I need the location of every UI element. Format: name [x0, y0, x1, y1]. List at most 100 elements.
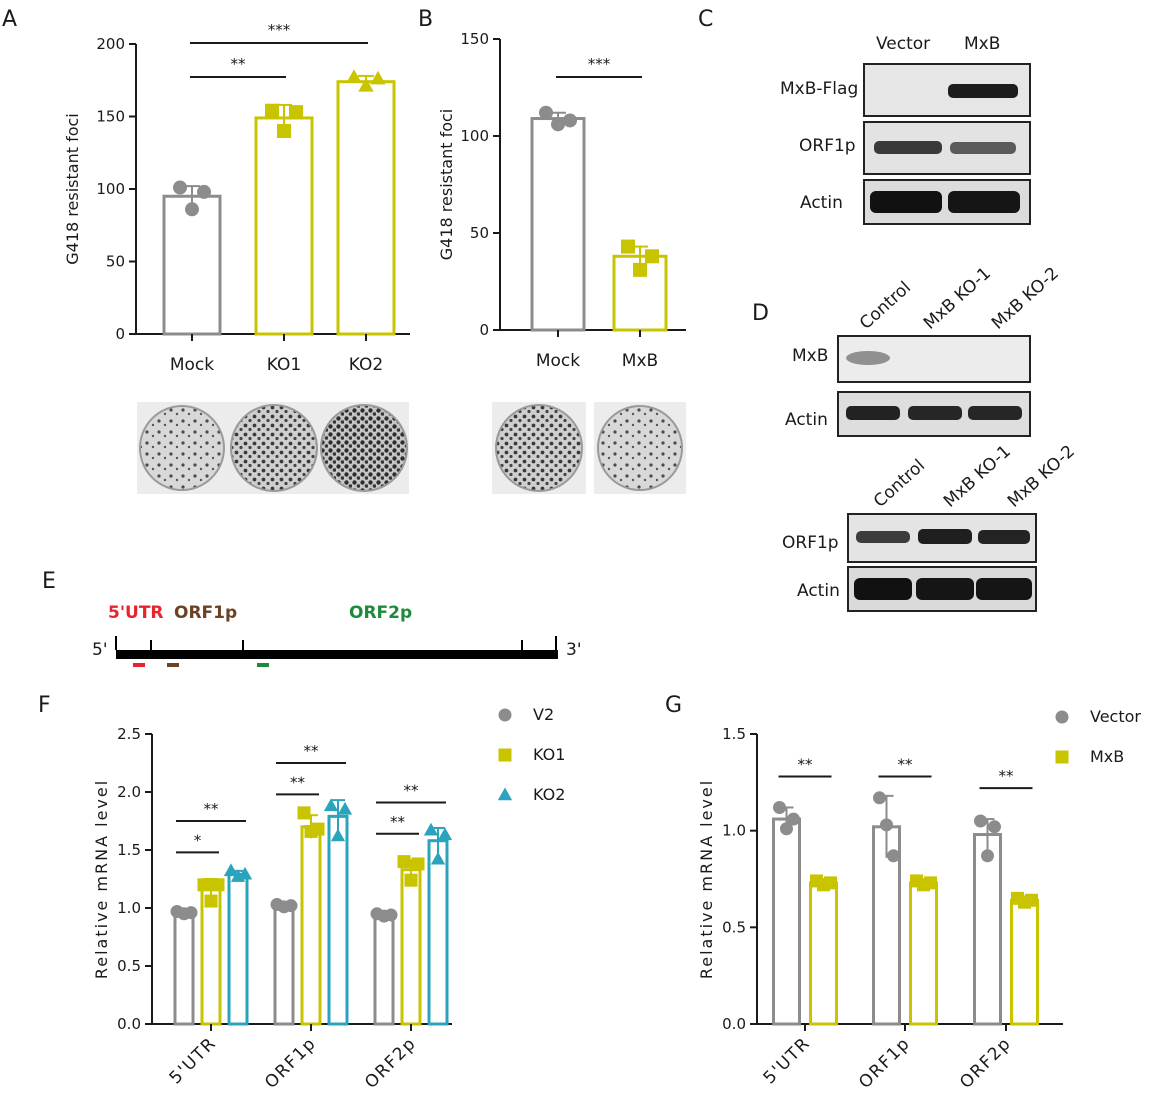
bar-ko1	[400, 868, 422, 1026]
chart-b-foci-mxb: 0 50 100 150 G418 resistant foci Mock MxB ***	[437, 30, 686, 371]
blot-d2-lane-ko2: MxB KO-2	[1004, 441, 1079, 511]
data-point	[437, 827, 453, 841]
y-axis-title: G418 resistant foci	[437, 109, 456, 260]
y-tick-label: 1.5	[722, 725, 746, 743]
bar-ko2	[327, 814, 349, 1026]
data-point	[346, 69, 362, 83]
colony-plates-a	[137, 402, 409, 494]
plate-ko1	[230, 404, 318, 492]
bar-ko2	[427, 839, 449, 1026]
significance-label: **	[290, 773, 306, 791]
data-point	[974, 814, 987, 828]
category-label: ORF2p	[956, 1033, 1015, 1092]
data-point	[411, 857, 425, 871]
data-point	[633, 262, 647, 277]
category-label: 5'UTR	[760, 1033, 815, 1088]
data-point	[924, 876, 937, 890]
data-point	[265, 103, 279, 118]
y-tick-label: 0.5	[117, 957, 141, 975]
legend-label-ko2: KO2	[533, 785, 565, 804]
data-point	[773, 800, 786, 814]
data-point	[184, 906, 198, 920]
blot-d2-lane-control: Control	[870, 456, 929, 512]
bar-ko2	[227, 872, 249, 1026]
data-point	[780, 822, 793, 836]
plate-mock-b	[495, 404, 583, 492]
significance-label: **	[231, 55, 247, 73]
data-point	[289, 105, 303, 120]
panel-letter-f: F	[38, 693, 51, 718]
schematic-label-5utr: 5'UTR	[108, 603, 164, 623]
data-point	[787, 812, 800, 826]
legend-label-v2: V2	[533, 705, 554, 724]
significance-label: **	[898, 756, 914, 774]
category-label: MxB	[622, 351, 658, 371]
schematic-label-orf2p: ORF2p	[349, 603, 412, 623]
data-point	[384, 908, 398, 922]
blot-d2-lane-ko1: MxB KO-1	[940, 441, 1015, 511]
bar-v2	[373, 913, 395, 1026]
chart-g-mrna-mxb: 0.0 0.5 1.0 1.5 Relative mRNA level 5'UTR ORF1…	[697, 707, 1141, 1093]
data-point	[204, 894, 218, 908]
panel-letter-a: A	[2, 7, 17, 32]
data-point	[645, 249, 659, 264]
data-point	[197, 184, 211, 199]
significance-label: **	[204, 800, 220, 818]
schematic-e-line1: 5'UTR ORF1p ORF2p 5' 3'	[92, 603, 582, 667]
data-point	[563, 113, 577, 128]
data-point	[185, 202, 199, 217]
data-point	[551, 117, 565, 132]
y-tick-label: 0.0	[722, 1015, 746, 1033]
category-label: ORF2p	[361, 1033, 420, 1092]
data-point	[887, 849, 900, 863]
data-point	[284, 899, 298, 913]
panel-letter-d: D	[752, 301, 769, 326]
data-point	[197, 878, 211, 892]
data-point	[323, 798, 339, 812]
legend-label-vector: Vector	[1090, 707, 1141, 726]
significance-label: **	[404, 781, 420, 799]
category-label: ORF1p	[261, 1033, 320, 1092]
schematic-end-3: 3'	[566, 640, 582, 660]
data-point	[237, 866, 253, 880]
data-point	[873, 791, 886, 805]
data-point	[404, 873, 418, 887]
panel-letter-c: C	[698, 7, 713, 32]
data-point	[358, 78, 374, 92]
blot-d1-lane-ko2: MxB KO-2	[988, 263, 1063, 333]
y-tick-label: 1.5	[117, 841, 141, 859]
legend-marker-v2	[498, 708, 512, 722]
blot-c-lane-mxb: MxB	[964, 34, 1000, 54]
bar-v2	[273, 904, 295, 1026]
y-tick-label: 2.0	[117, 783, 141, 801]
y-tick-label: 50	[470, 224, 489, 242]
significance-label: **	[304, 742, 320, 760]
y-axis-title: Relative mRNA level	[697, 779, 716, 979]
data-point	[297, 806, 311, 820]
plate-ko2	[320, 404, 408, 492]
blot-d1-lane-control: Control	[856, 278, 915, 334]
data-point	[211, 878, 225, 892]
data-point	[539, 105, 553, 120]
bar	[254, 116, 314, 336]
bar-mxb	[809, 881, 838, 1026]
category-label: KO2	[349, 355, 383, 375]
category-label: ORF1p	[855, 1033, 914, 1092]
data-point	[337, 801, 353, 815]
blot-d1-row-mxb: MxB	[792, 346, 828, 366]
bar-mxb	[909, 881, 938, 1026]
y-tick-label: 1.0	[117, 899, 141, 917]
data-point	[311, 822, 325, 836]
western-blot-c: Vector MxB MxB-Flag ORF1p Actin	[780, 34, 1031, 225]
plate-mxb	[597, 405, 683, 491]
y-tick-label: 0.0	[117, 1015, 141, 1033]
y-tick-label: 150	[96, 108, 125, 126]
colony-plates-b	[492, 402, 686, 494]
significance-label: **	[798, 756, 814, 774]
data-point	[277, 124, 291, 138]
legend-label-mxb: MxB	[1090, 747, 1124, 766]
blot-d1-row-actin: Actin	[785, 410, 828, 430]
data-point	[981, 849, 994, 863]
schematic-element-bar	[116, 650, 558, 659]
